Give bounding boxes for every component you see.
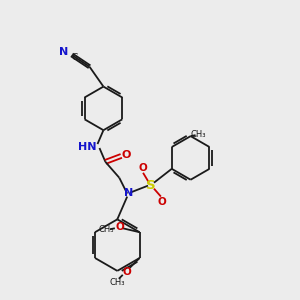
- Text: O: O: [122, 150, 131, 160]
- Text: N: N: [59, 47, 68, 57]
- Text: O: O: [158, 196, 166, 206]
- Text: HN: HN: [78, 142, 97, 152]
- Text: CH₃: CH₃: [98, 225, 114, 234]
- Text: O: O: [122, 267, 131, 277]
- Text: CH₃: CH₃: [109, 278, 124, 287]
- Text: C: C: [72, 53, 78, 62]
- Text: CH₃: CH₃: [191, 130, 206, 139]
- Text: N: N: [124, 188, 133, 198]
- Text: O: O: [139, 163, 147, 173]
- Text: S: S: [146, 179, 156, 192]
- Text: O: O: [116, 222, 124, 232]
